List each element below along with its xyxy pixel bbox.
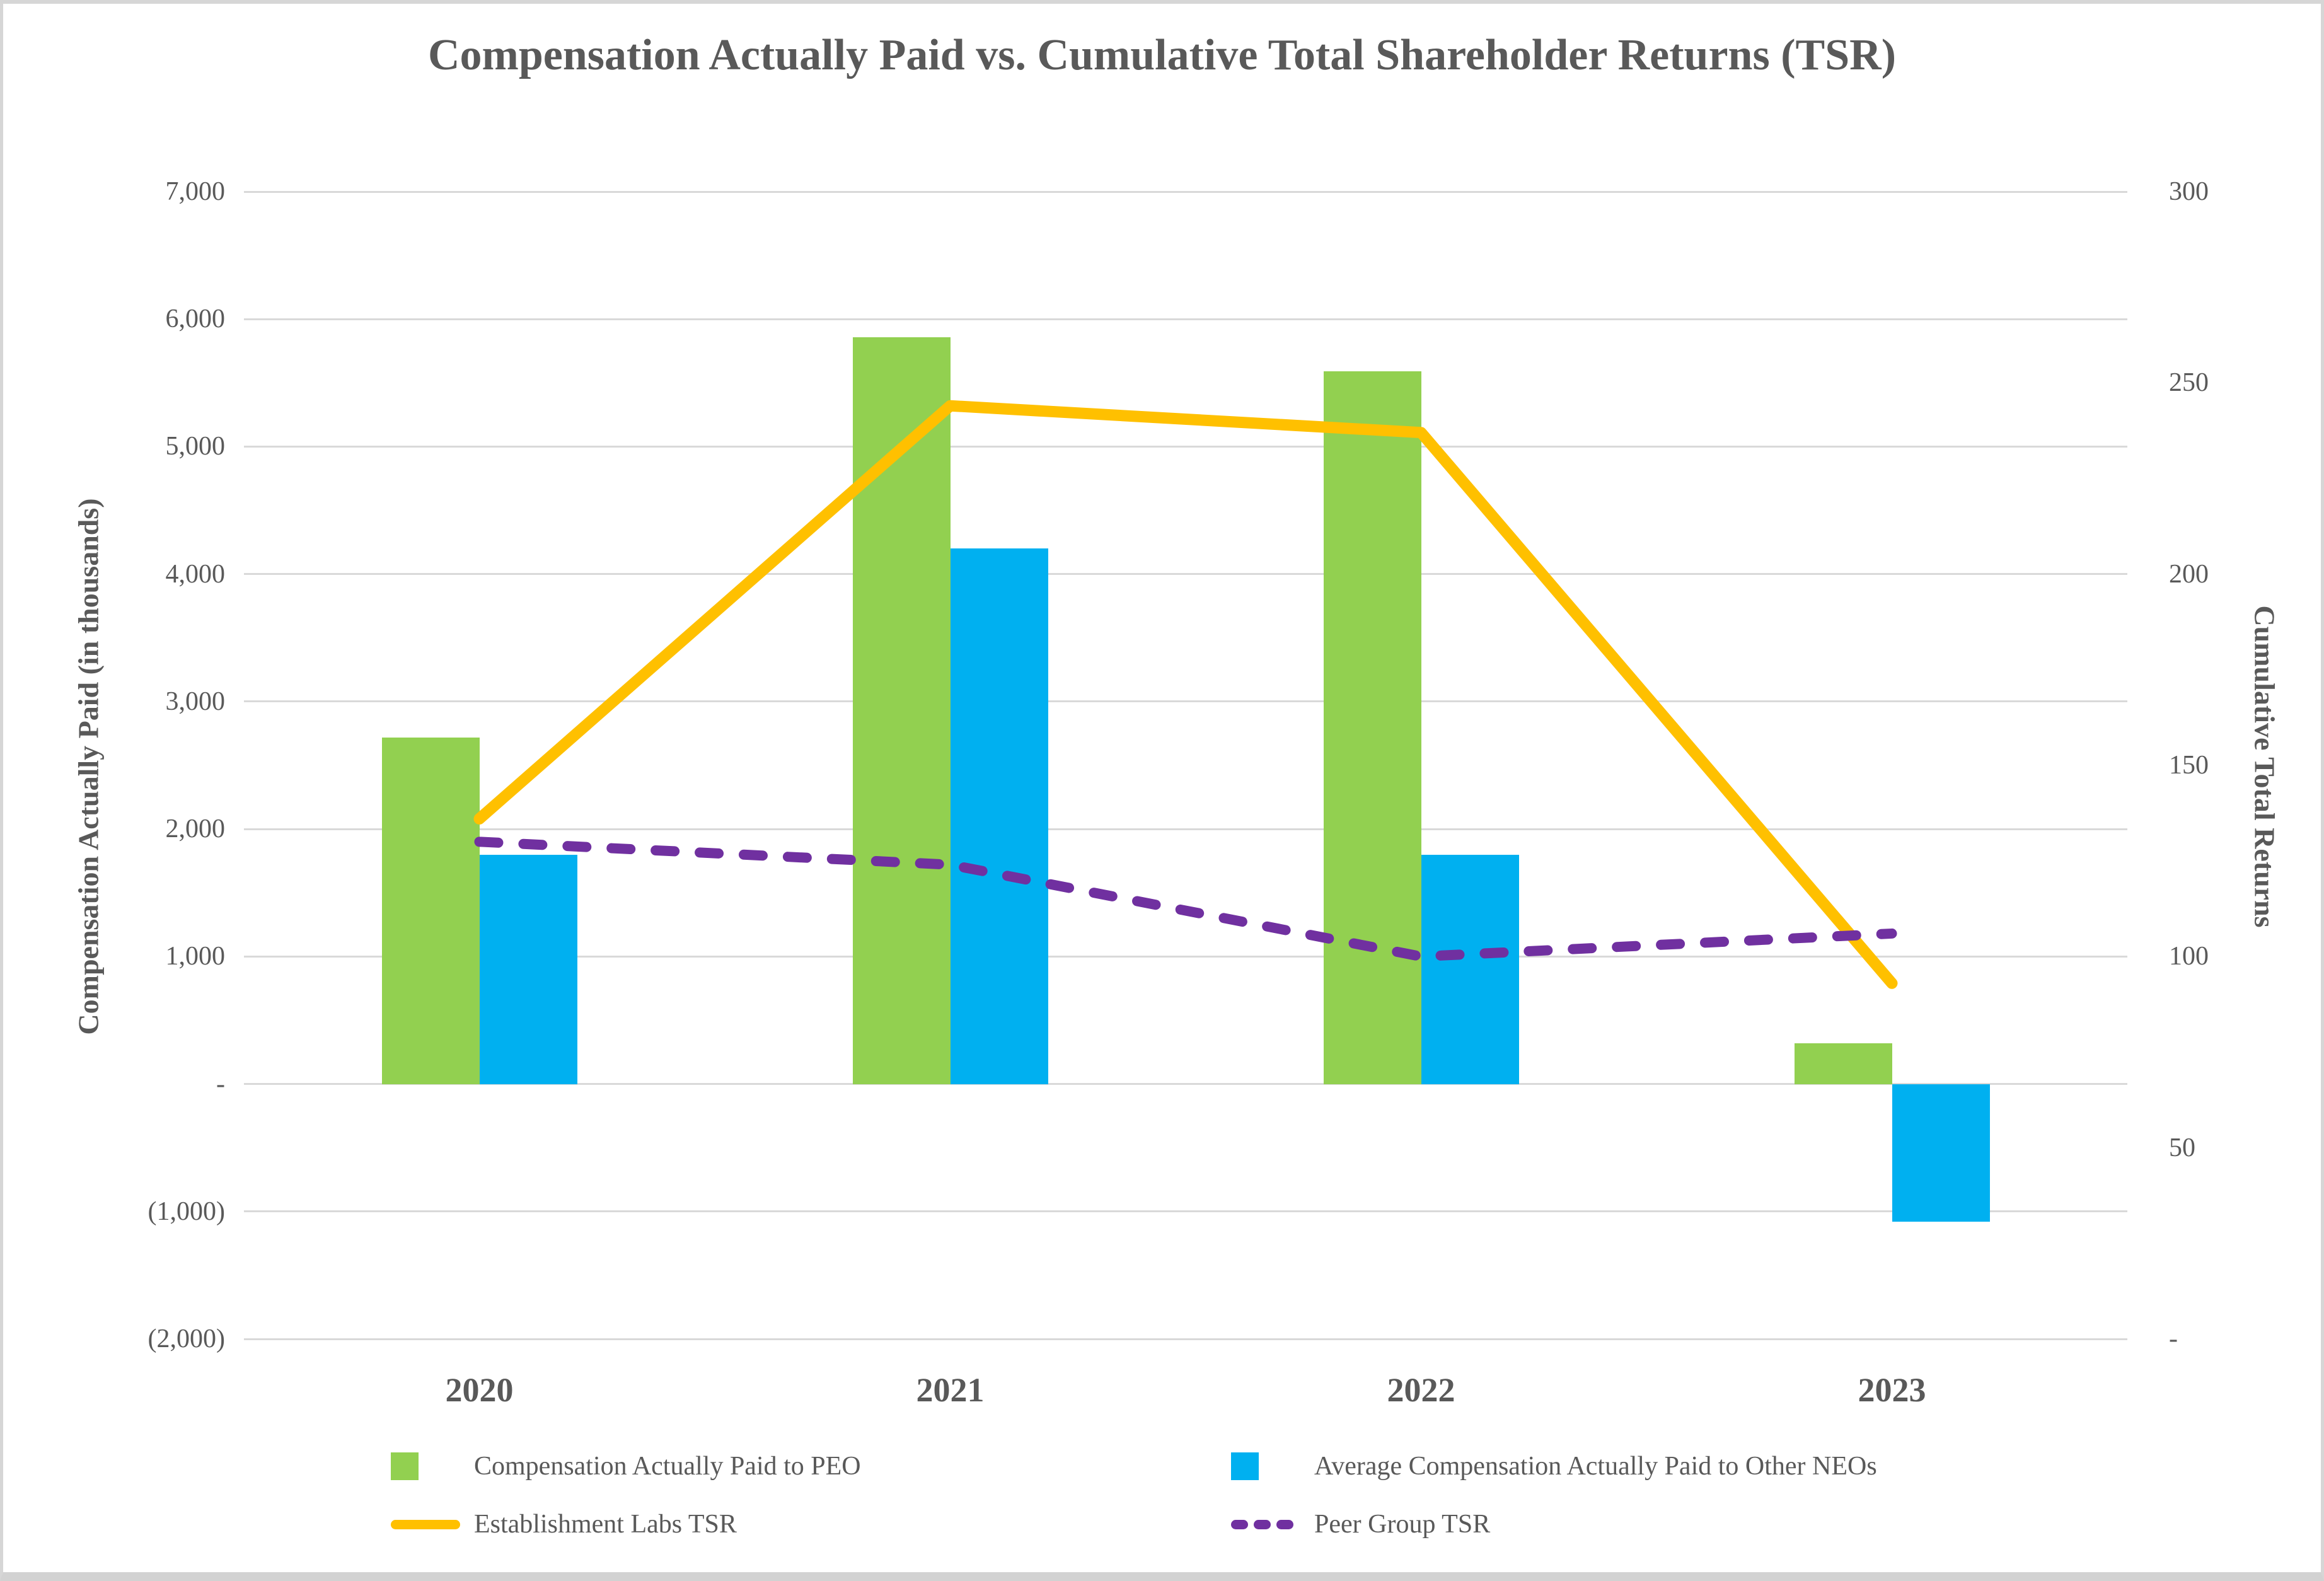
left-axis-tick: 2,000: [165, 814, 226, 844]
gridline: [244, 1210, 2127, 1213]
category-label-2023: 2023: [1858, 1371, 1926, 1409]
legend-row: Establishment Labs TSR Peer Group TSR: [3, 1507, 2321, 1542]
legend-label: Compensation Actually Paid to PEO: [474, 1452, 861, 1481]
gridline: [244, 1338, 2127, 1340]
chart-title: Compensation Actually Paid vs. Cumulativ…: [427, 31, 1897, 79]
legend-entry-neo-cap: Average Compensation Actually Paid to Ot…: [1231, 1449, 1877, 1484]
right-axis-tick: 150: [2169, 751, 2209, 780]
legend-label: Peer Group TSR: [1314, 1510, 1491, 1539]
gridline: [244, 828, 2127, 830]
gridline: [244, 700, 2127, 703]
peer-group-tsr-swatch-icon: [1231, 1519, 1293, 1529]
legend-dash: [1231, 1519, 1248, 1529]
category-label-2021: 2021: [916, 1371, 985, 1409]
legend-row: Compensation Actually Paid to PEO Averag…: [3, 1449, 2321, 1484]
gridline: [244, 573, 2127, 576]
peo-cap-bar-2022: [1323, 371, 1421, 1084]
left-axis-tick: (2,000): [147, 1324, 225, 1353]
peo-cap-bar-2023: [1794, 1043, 1892, 1084]
left-axis-tick: (1,000): [147, 1196, 225, 1226]
neo-cap-bar-2022: [1421, 854, 1519, 1084]
category-label-2022: 2022: [1387, 1371, 1455, 1409]
line-series-container: [473, 400, 1898, 989]
right-axis-tick: 100: [2169, 942, 2209, 971]
right-axis-tick: 50: [2169, 1133, 2195, 1162]
chart-canvas: Compensation Actually Paid vs. Cumulativ…: [3, 4, 2321, 1572]
left-axis-tick: 4,000: [165, 559, 226, 589]
right-axis-tick: -: [2169, 1324, 2178, 1353]
left-axis-tick: 6,000: [165, 304, 226, 334]
gridline: [244, 445, 2127, 448]
establishment-labs-tsr-swatch-icon: [391, 1519, 460, 1529]
neo-cap-bar-2021: [950, 548, 1048, 1084]
legend-swatch-box: [391, 1519, 460, 1529]
establishment-labs-tsr-line: [473, 400, 1898, 989]
right-axis-tick: 300: [2169, 177, 2209, 206]
left-axis-tick: 3,000: [165, 686, 226, 716]
legend-swatch-box: [1231, 1519, 1300, 1529]
legend-swatch-box: [1231, 1452, 1300, 1480]
legend-dash: [1254, 1519, 1271, 1529]
peo-cap-bar-2020: [381, 737, 480, 1084]
gridline: [244, 955, 2127, 958]
right-axis-tick: 250: [2169, 368, 2209, 398]
neo-cap-swatch-icon: [1231, 1452, 1259, 1480]
legend-entry-estab-tsr: Establishment Labs TSR: [391, 1507, 737, 1542]
plot-area: [244, 190, 2127, 1340]
neo-cap-bar-2020: [479, 854, 577, 1084]
legend-label: Establishment Labs TSR: [474, 1510, 737, 1539]
left-axis-tick: 5,000: [165, 432, 226, 461]
peo-cap-swatch-icon: [391, 1452, 419, 1480]
peo-cap-bar-2021: [852, 337, 951, 1084]
category-label-2020: 2020: [445, 1371, 514, 1409]
legend-swatch-box: [391, 1452, 460, 1480]
legend-entry-peer-tsr: Peer Group TSR: [1231, 1507, 1490, 1542]
left-axis-tick: 7,000: [165, 177, 226, 206]
legend-label: Average Compensation Actually Paid to Ot…: [1314, 1452, 1877, 1481]
legend-entry-peo-cap: Compensation Actually Paid to PEO: [391, 1449, 861, 1484]
neo-cap-bar-2023: [1892, 1084, 1990, 1222]
right-axis-tick: 200: [2169, 559, 2209, 589]
gridline: [244, 1083, 2127, 1086]
left-axis-tick: -: [216, 1069, 225, 1099]
left-axis-tick: 1,000: [165, 942, 226, 971]
gridline: [244, 318, 2127, 320]
legend-dash: [1276, 1519, 1293, 1529]
gridline: [244, 190, 2127, 193]
peer-group-tsr-line: [474, 837, 1897, 962]
